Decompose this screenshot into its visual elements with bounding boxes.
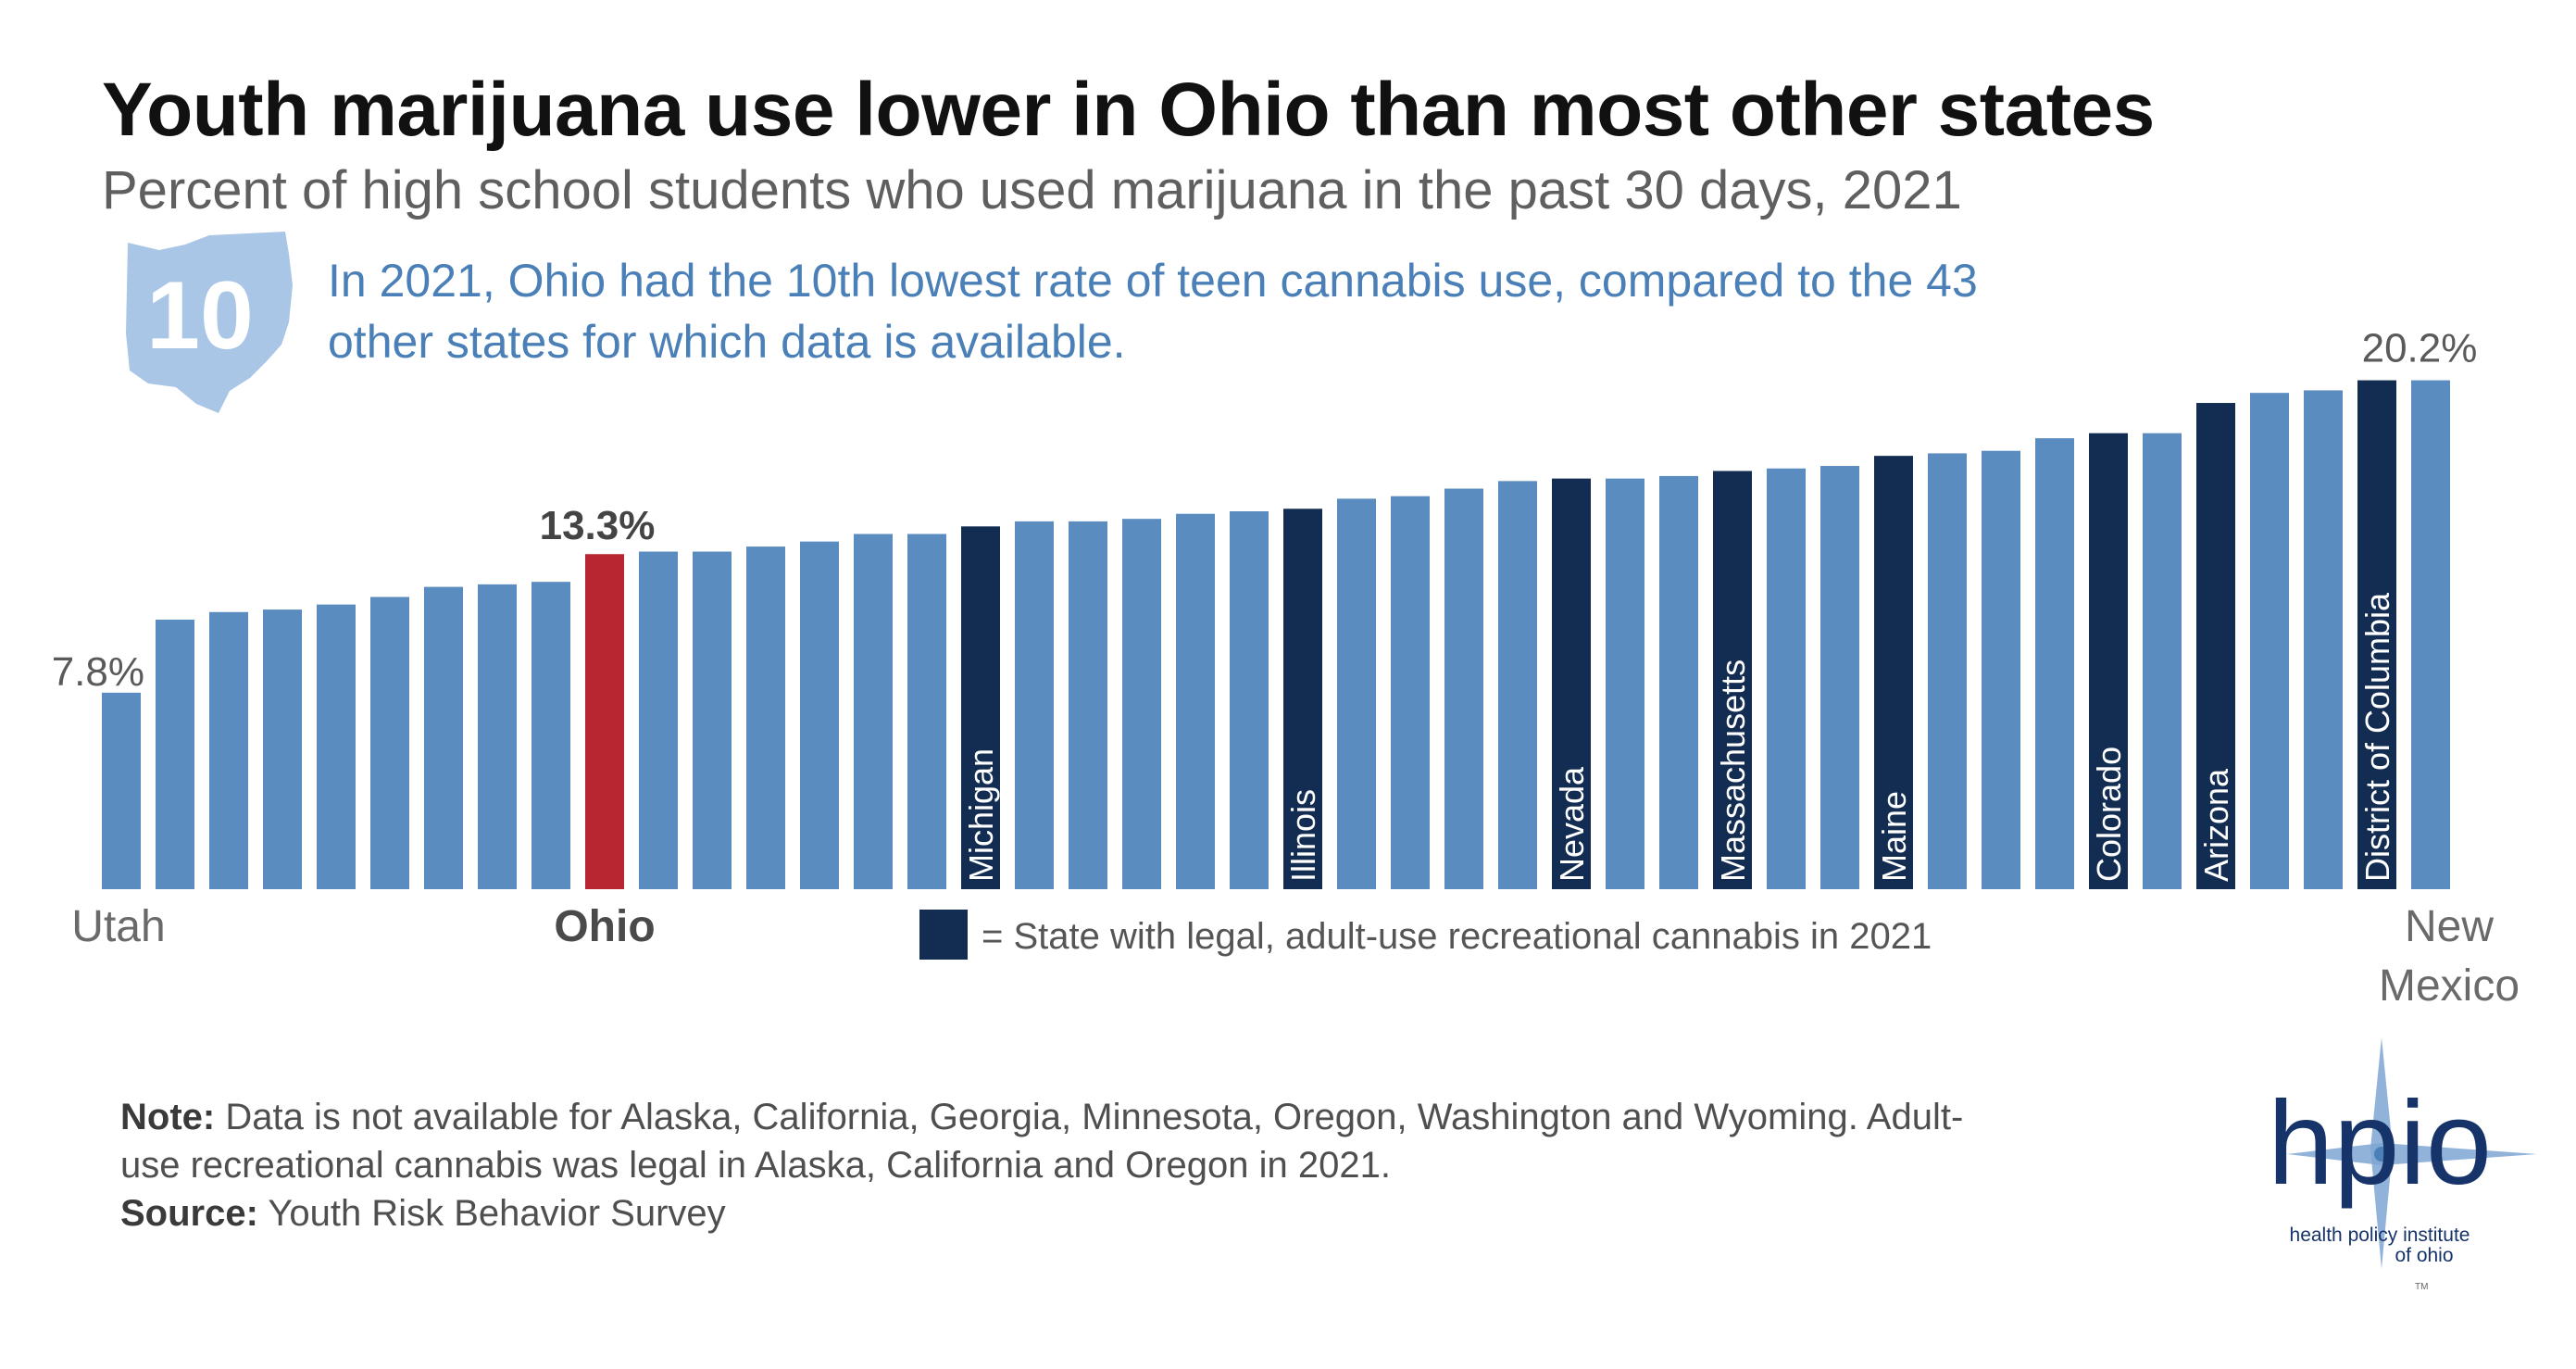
category-label-new-mexico-2: Mexico xyxy=(2379,961,2520,1011)
bar-nevada xyxy=(1552,478,1591,889)
bar-label-colorado: Colorado xyxy=(2090,747,2128,882)
bar-7 xyxy=(424,586,463,889)
logo-trademark: TM xyxy=(2415,1282,2428,1292)
ohio-outline xyxy=(126,232,293,413)
logo-tagline-1: health policy institute xyxy=(2290,1225,2470,1246)
category-label-ohio: Ohio xyxy=(554,902,655,951)
bar-label-district-of-columbia: District of Columbia xyxy=(2358,592,2396,882)
bar-42 xyxy=(2304,390,2343,889)
source-text: Youth Risk Behavior Survey xyxy=(268,1193,726,1234)
callout-text: In 2021, Ohio had the 10th lowest rate o… xyxy=(328,255,1978,368)
ohio-state-shape-icon: 10 xyxy=(126,232,293,413)
bar-14 xyxy=(800,541,839,889)
bar-15 xyxy=(854,534,893,889)
bar-8 xyxy=(478,584,517,889)
hpio-logo: hpio health policy institute of ohio TM xyxy=(2268,1037,2537,1292)
logo-wordmark: hpio xyxy=(2268,1077,2492,1210)
ohio-rank-number: 10 xyxy=(146,262,254,370)
bar-6 xyxy=(370,597,409,889)
bar-21 xyxy=(1176,513,1215,889)
bar-36 xyxy=(1982,450,2020,889)
logo-star-center xyxy=(2374,1147,2389,1162)
bar-30 xyxy=(1659,475,1698,889)
bar-district-of-columbia xyxy=(2357,380,2396,889)
bar-32 xyxy=(1767,468,1806,889)
bar-24 xyxy=(1337,498,1376,889)
bar-colorado xyxy=(2089,433,2128,889)
category-label-new-mexico: New xyxy=(2405,902,2494,951)
bar-37 xyxy=(2035,438,2074,889)
bar-22 xyxy=(1230,511,1269,889)
bar-33 xyxy=(1820,466,1859,889)
note-text: Data is not available for Alaska, Califo… xyxy=(120,1097,1964,1186)
bar-9 xyxy=(531,582,570,889)
bar-18 xyxy=(1015,521,1054,889)
bar-5 xyxy=(317,604,356,889)
bar-2 xyxy=(156,619,194,889)
bar-label-arizona: Arizona xyxy=(2197,768,2235,882)
bar-25 xyxy=(1391,496,1430,889)
bar-41 xyxy=(2250,393,2289,889)
category-label-utah: Utah xyxy=(71,902,165,951)
bar-michigan xyxy=(961,526,1000,889)
source-label: Source: xyxy=(120,1193,258,1234)
bar-maine xyxy=(1874,456,1913,889)
bar-chart: 7.8% Utah 13.3% Ohio Michigan Illinois Nevada M… xyxy=(52,326,2520,1011)
bar-35 xyxy=(1928,453,1967,889)
bar-20 xyxy=(1122,519,1161,889)
chart-title: Youth marijuana use lower in Ohio than m… xyxy=(102,68,2155,152)
bar-utah xyxy=(102,692,141,889)
bar-label-massachusetts: Massachusetts xyxy=(1714,659,1752,882)
logo-tagline-2: of ohio xyxy=(2395,1245,2453,1266)
bar-16 xyxy=(907,534,946,889)
footnote: Note: Data is not available for Alaska, … xyxy=(120,1093,2019,1237)
value-label-ohio: 13.3% xyxy=(540,503,656,548)
bar-19 xyxy=(1069,521,1107,889)
bar-3 xyxy=(209,611,248,889)
value-label-utah: 7.8% xyxy=(52,649,144,695)
bar-39 xyxy=(2143,433,2182,889)
legend-text: = State with legal, adult-use recreation… xyxy=(982,916,1932,957)
bar-11 xyxy=(639,551,678,889)
bar-new-mexico xyxy=(2411,380,2450,889)
chart-subtitle: Percent of high school students who used… xyxy=(102,160,1962,220)
note-label: Note: xyxy=(120,1097,216,1137)
bar-29 xyxy=(1606,478,1644,889)
bar-label-michigan: Michigan xyxy=(962,748,1000,882)
bar-12 xyxy=(693,551,732,889)
bar-label-maine: Maine xyxy=(1875,791,1913,882)
bar-arizona xyxy=(2196,403,2235,889)
bar-13 xyxy=(746,546,785,889)
legend-swatch xyxy=(919,910,968,960)
bar-label-illinois: Illinois xyxy=(1284,789,1322,882)
bar-27 xyxy=(1498,481,1537,889)
value-label-new-mexico: 20.2% xyxy=(2362,326,2478,371)
bar-massachusetts xyxy=(1713,471,1752,889)
bar-label-nevada: Nevada xyxy=(1553,766,1591,882)
logo-star-horizontal xyxy=(2287,1143,2537,1165)
bar-26 xyxy=(1444,488,1483,889)
bar-4 xyxy=(263,609,302,889)
bar-ohio xyxy=(585,554,624,889)
bar-illinois xyxy=(1283,509,1322,889)
